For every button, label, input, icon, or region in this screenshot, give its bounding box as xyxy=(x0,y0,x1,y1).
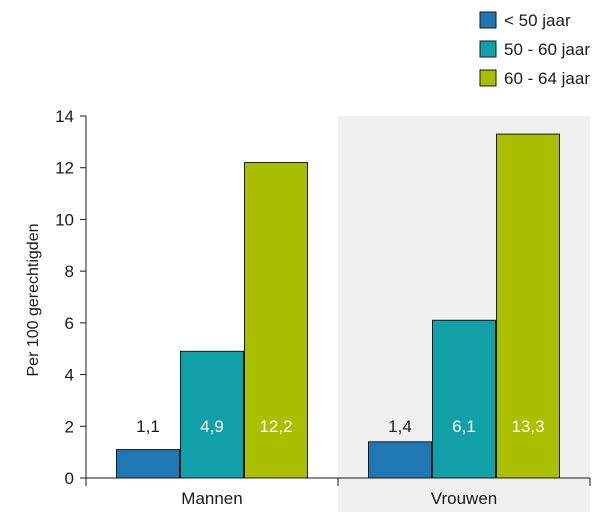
bar xyxy=(180,350,244,479)
bar-value-label: 1,1 xyxy=(136,417,160,436)
bar-value-label: 1,4 xyxy=(388,417,412,436)
x-category-label: Vrouwen xyxy=(431,489,497,508)
bar xyxy=(116,449,180,479)
bar xyxy=(368,441,432,479)
bar xyxy=(432,319,496,479)
bar-value-label: 12,2 xyxy=(259,417,292,436)
bar-value-label: 13,3 xyxy=(511,417,544,436)
y-tick-label: 8 xyxy=(65,262,74,281)
legend-swatch xyxy=(479,69,497,87)
legend-label: 50 - 60 jaar xyxy=(504,40,590,59)
legend-label: 60 - 64 jaar xyxy=(504,69,590,88)
bar xyxy=(244,162,308,479)
y-tick-label: 4 xyxy=(65,366,74,385)
bars xyxy=(116,133,560,479)
legend: < 50 jaar 50 - 60 jaar 60 - 64 jaar xyxy=(479,11,590,88)
axes: 0 2 4 6 8 10 12 14 Mannen Vrouwen xyxy=(55,107,591,508)
legend-swatch xyxy=(479,11,497,29)
data-labels: 1,1 4,9 12,2 1,4 6,1 13,3 xyxy=(136,417,544,436)
bar xyxy=(496,133,560,479)
y-tick-label: 2 xyxy=(65,417,74,436)
legend-label: < 50 jaar xyxy=(504,11,571,30)
y-tick-label: 14 xyxy=(55,107,74,126)
y-tick-label: 6 xyxy=(65,314,74,333)
x-category-label: Mannen xyxy=(181,489,242,508)
bar-value-label: 6,1 xyxy=(452,417,476,436)
y-tick-label: 12 xyxy=(55,159,74,178)
y-tick-label: 10 xyxy=(55,210,74,229)
legend-swatch xyxy=(479,40,497,58)
y-axis-label: Per 100 gerechtigden xyxy=(25,224,42,377)
bar-value-label: 4,9 xyxy=(200,417,224,436)
y-tick-label: 0 xyxy=(65,469,74,488)
